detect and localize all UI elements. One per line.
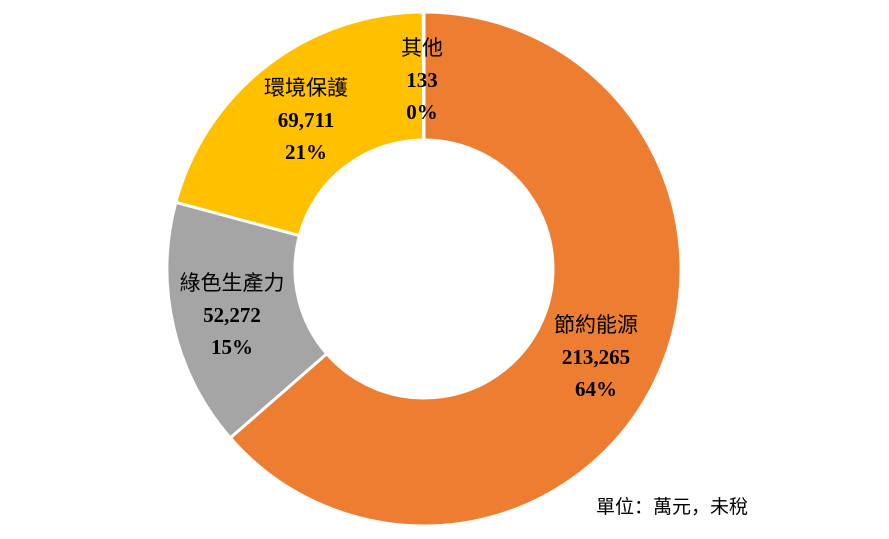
percent-label-green-productivity: 15% [211,335,253,359]
percent-label-energy: 64% [575,377,617,401]
value-label-other: 133 [406,68,438,92]
data-label-environment: 環境保護 69,711 21% [264,76,348,164]
slice-green-productivity [165,200,329,440]
slice-environment [173,10,426,238]
slice-energy [228,10,683,528]
value-label-green-productivity: 52,272 [203,303,261,327]
value-label-energy: 213,265 [562,345,630,369]
category-label-other: 其他 [401,36,443,60]
data-label-green-productivity: 綠色生產力 52,272 15% [180,271,285,359]
value-label-environment: 69,711 [278,108,335,132]
category-label-green-productivity: 綠色生產力 [180,271,285,295]
unit-note: 單位：萬元，未稅 [596,496,749,518]
percent-label-environment: 21% [285,140,327,164]
data-label-energy: 節約能源 213,265 64% [554,313,638,401]
slice-other [421,10,426,142]
category-label-energy: 節約能源 [554,313,638,337]
category-label-environment: 環境保護 [264,76,348,100]
data-label-other: 其他 133 0% [401,36,443,124]
percent-label-other: 0% [406,100,438,124]
